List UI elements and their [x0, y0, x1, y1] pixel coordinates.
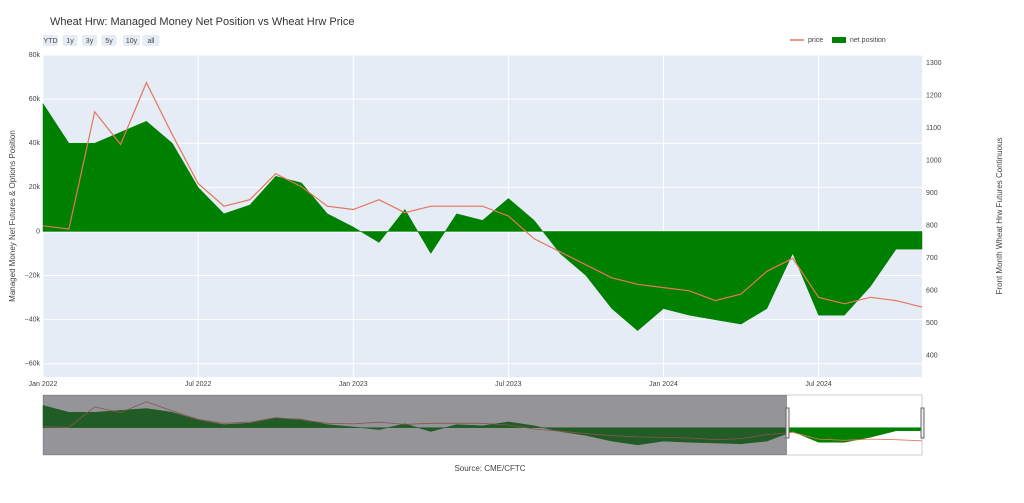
- legend-label: net position: [850, 37, 886, 44]
- y-axis-title: Managed Money Net Futures & Options Posi…: [8, 130, 17, 302]
- x-tick-label: Jan 2022: [29, 381, 58, 388]
- y-tick-label: −20k: [25, 272, 41, 279]
- range-button-bg: [43, 35, 58, 46]
- y2-tick-label: 900: [926, 190, 938, 197]
- x-tick-label: Jan 2024: [649, 381, 678, 388]
- range-button[interactable]: 3y: [82, 35, 97, 46]
- y2-tick-label: 1300: [926, 60, 942, 67]
- y-tick-label: −60k: [25, 361, 41, 368]
- source: Source: CME/CFTC: [454, 464, 525, 473]
- range-button-label: YTD: [44, 38, 58, 45]
- y-tick-label: 0: [36, 228, 40, 235]
- range-button-label: 10y: [126, 38, 138, 45]
- y2-tick-label: 600: [926, 288, 938, 295]
- legend-label: price: [808, 37, 823, 44]
- x-tick-label: Jul 2022: [185, 381, 212, 388]
- main-area: [42, 102, 923, 332]
- y2-tick-label: 1200: [926, 93, 942, 100]
- main-line: [42, 81, 923, 308]
- range-button-bg: [123, 35, 140, 46]
- slider-mask: [43, 395, 787, 455]
- x-tick-label: Jul 2023: [495, 381, 522, 388]
- y-tick-label: 40k: [29, 140, 41, 147]
- y2-tick-label: 800: [926, 223, 938, 230]
- range-button-bg: [101, 35, 117, 46]
- y2-tick-label: 700: [926, 255, 938, 262]
- y2-tick-label: 1100: [926, 125, 941, 132]
- range-button-label: 5y: [105, 38, 113, 45]
- y2-tick-label: 1000: [926, 158, 942, 165]
- range-button[interactable]: YTD: [43, 35, 58, 46]
- range-button-label: all: [147, 38, 154, 45]
- slider-handle[interactable]: [920, 407, 925, 439]
- y2-axis-title: Front Month Wheat Hrw Futures Continuous: [995, 138, 1004, 295]
- range-button[interactable]: 10y: [123, 35, 140, 46]
- x-tick-label: Jul 2024: [805, 381, 832, 388]
- slider-handle[interactable]: [785, 407, 790, 439]
- y2-tick-label: 500: [926, 320, 938, 327]
- range-button-bg: [142, 35, 160, 46]
- range-button-label: 1y: [66, 38, 74, 45]
- y-tick-label: 60k: [29, 96, 41, 103]
- legend-swatch: [832, 37, 846, 43]
- range-button-bg: [82, 35, 97, 46]
- range-button-label: 3y: [86, 38, 94, 45]
- range-button-bg: [62, 35, 78, 46]
- range-button[interactable]: 1y: [62, 35, 78, 46]
- range-button[interactable]: 5y: [101, 35, 117, 46]
- y-tick-label: 20k: [29, 184, 41, 191]
- y-tick-label: −40k: [25, 317, 41, 324]
- x-tick-label: Jan 2023: [339, 381, 368, 388]
- y2-tick-label: 400: [926, 353, 938, 360]
- chart-title: Wheat Hrw: Managed Money Net Position vs…: [50, 16, 354, 28]
- range-button[interactable]: all: [142, 35, 160, 46]
- y-tick-label: 80k: [29, 52, 41, 59]
